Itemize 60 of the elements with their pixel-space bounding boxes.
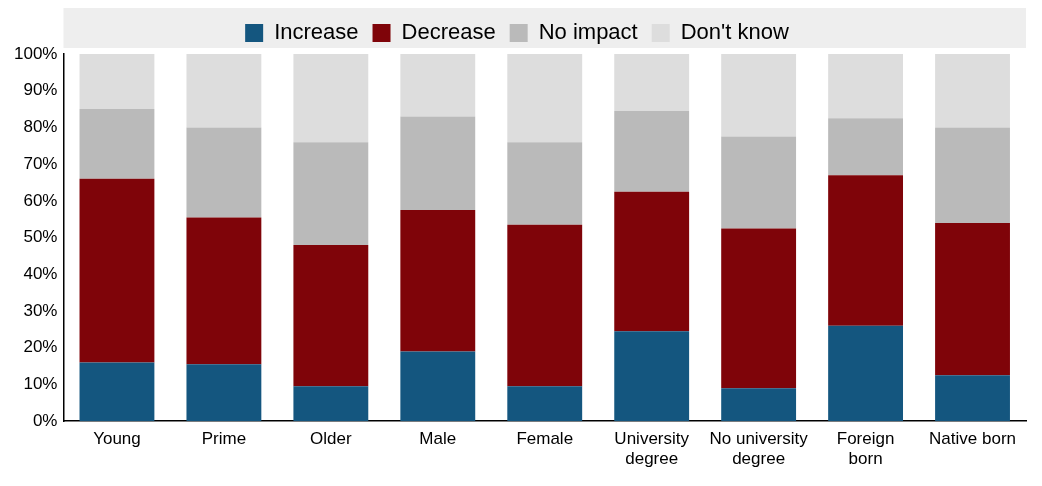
y-tick-label: 20% xyxy=(23,337,58,357)
y-tick-label: 90% xyxy=(23,80,58,100)
x-tick-label: Native born xyxy=(929,429,1016,449)
bar xyxy=(507,54,583,143)
y-tick-label: 60% xyxy=(23,190,58,210)
bar xyxy=(400,116,476,211)
x-tick-label: Foreign born xyxy=(836,429,895,469)
x-tick-label: University degree xyxy=(614,429,690,469)
bar xyxy=(614,110,690,192)
bar xyxy=(828,118,904,176)
bar xyxy=(186,127,262,218)
bar xyxy=(293,386,369,422)
bar xyxy=(828,325,904,422)
bar xyxy=(293,244,369,387)
bar xyxy=(79,362,155,422)
bar xyxy=(614,331,690,422)
bar xyxy=(721,54,797,137)
bar xyxy=(79,178,155,363)
bar xyxy=(828,175,904,326)
y-tick-label: 70% xyxy=(23,153,58,173)
bar xyxy=(186,54,262,128)
bar xyxy=(400,210,476,352)
bar xyxy=(721,388,797,422)
legend-label: No impact xyxy=(538,19,638,45)
bar xyxy=(400,351,476,422)
y-tick-label: 0% xyxy=(32,410,58,430)
legend-label: Don't know xyxy=(680,19,789,45)
bar xyxy=(828,54,904,119)
bar xyxy=(186,364,262,422)
y-tick-label: 50% xyxy=(23,227,58,247)
bar xyxy=(935,222,1010,376)
bar xyxy=(935,127,1010,223)
legend-label: Increase xyxy=(274,19,359,45)
bar xyxy=(507,386,583,422)
bar xyxy=(186,217,262,365)
bar xyxy=(935,375,1010,422)
y-tick-label: 30% xyxy=(23,300,58,320)
bar xyxy=(935,54,1010,128)
bar xyxy=(507,142,583,225)
y-tick-label: 100% xyxy=(14,43,58,63)
bar xyxy=(614,191,690,332)
y-tick-label: 40% xyxy=(23,264,58,284)
bar xyxy=(400,54,476,117)
bar xyxy=(614,54,690,111)
bar xyxy=(507,224,583,387)
x-tick-label: Young xyxy=(93,429,141,449)
bar xyxy=(293,142,369,245)
x-tick-label: Male xyxy=(419,429,457,449)
bar xyxy=(721,228,797,389)
x-tick-label: Female xyxy=(516,429,574,449)
bar xyxy=(79,109,155,179)
bar xyxy=(721,136,797,229)
bar xyxy=(79,54,155,110)
legend-label: Decrease xyxy=(401,19,496,45)
y-tick-label: 80% xyxy=(23,117,58,137)
bar xyxy=(293,54,369,143)
y-tick-label: 10% xyxy=(23,374,58,394)
x-tick-label: Older xyxy=(310,429,352,449)
x-tick-label: No university degree xyxy=(709,429,809,469)
x-tick-label: Prime xyxy=(201,429,247,449)
